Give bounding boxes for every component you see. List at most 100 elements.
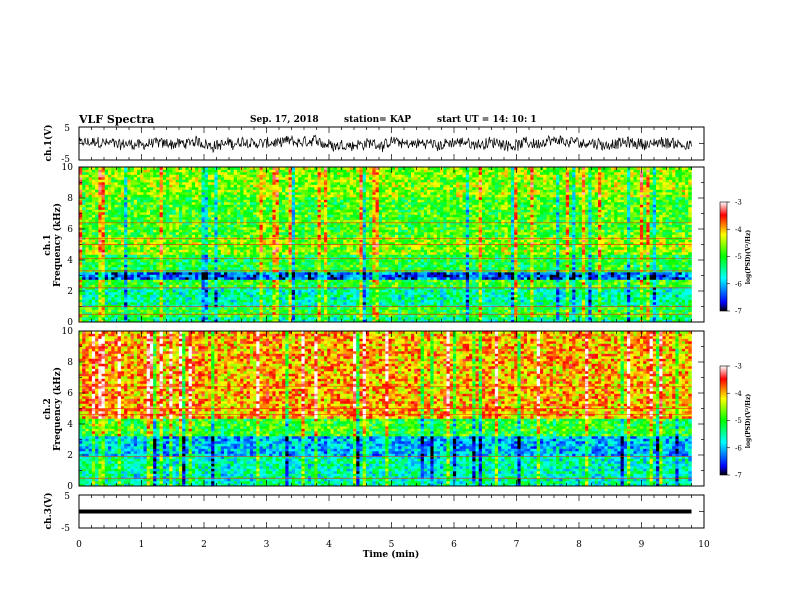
spectrogram-cell <box>153 197 157 200</box>
spectrogram-cell <box>298 292 302 295</box>
spectrogram-cell <box>162 212 167 215</box>
spectrogram-cell <box>236 259 241 263</box>
spectrogram-cell <box>120 217 125 220</box>
spectrogram-cell <box>133 179 138 183</box>
spectrogram-cell <box>104 312 109 315</box>
spectrogram-cell <box>317 224 322 228</box>
spectrogram-cell <box>185 177 189 180</box>
spectrogram-cell <box>224 247 228 250</box>
spectrogram-cell <box>298 307 302 310</box>
spectrogram-cell <box>217 282 222 285</box>
spectrogram-cell <box>317 212 322 215</box>
spectrogram-cell <box>262 299 267 303</box>
spectrogram-cell <box>230 197 235 200</box>
spectrogram-cell <box>114 202 118 205</box>
spectrogram-cell <box>243 232 247 235</box>
spectrogram-cell <box>230 264 235 268</box>
spectrogram-cell <box>101 287 106 290</box>
spectrogram-cell <box>282 199 286 203</box>
spectrogram-cell <box>153 239 157 243</box>
spectrogram-cell <box>111 187 115 190</box>
spectrogram-cell <box>294 292 299 295</box>
spectrogram-cell <box>91 199 96 203</box>
spectrogram-cell <box>327 239 331 243</box>
spectrogram-cell <box>314 302 318 305</box>
spectrogram-cell <box>220 184 225 188</box>
spectrogram-cell <box>233 192 238 195</box>
spectrogram-cell <box>217 189 222 193</box>
spectrogram-cell <box>204 229 209 233</box>
spectrogram-cell <box>98 289 102 293</box>
spectrogram-cell <box>314 319 318 323</box>
spectrogram-cell <box>120 192 125 195</box>
spectrogram-cell <box>95 172 99 175</box>
spectrogram-cell <box>146 174 151 178</box>
spectrogram-cell <box>236 217 241 220</box>
spectrogram-cell <box>227 314 231 318</box>
spectrogram-cell <box>246 207 251 210</box>
spectrogram-cell <box>324 317 328 320</box>
spectrogram-cell <box>98 219 102 223</box>
spectrogram-cell <box>188 182 193 185</box>
spectrogram-cell <box>172 227 177 230</box>
spectrogram-cell <box>243 294 247 298</box>
spectrogram-cell <box>220 289 225 293</box>
spectrogram-cell <box>259 199 264 203</box>
spectrogram-cell <box>195 314 199 318</box>
spectrogram-cell <box>311 177 315 180</box>
spectrogram-cell <box>230 177 235 180</box>
spectrogram-cell <box>178 264 183 268</box>
spectrogram-cell <box>246 287 251 290</box>
spectrogram-cell <box>185 267 189 270</box>
spectrogram-cell <box>298 194 302 198</box>
spectrogram-cell <box>214 222 218 225</box>
spectrogram-cell <box>156 212 160 215</box>
spectrogram-cell <box>156 184 160 188</box>
spectrogram-cell <box>288 194 293 198</box>
spectrogram-cell <box>294 289 299 293</box>
spectrogram-cell <box>324 254 328 258</box>
spectrogram-cell <box>311 302 315 305</box>
spectrogram-cell <box>269 292 273 295</box>
spectrogram-cell <box>104 314 109 318</box>
spectrogram-cell <box>111 227 115 230</box>
spectrogram-cell <box>198 174 202 178</box>
spectrogram-cell <box>169 167 173 170</box>
spectrogram-cell <box>304 309 309 313</box>
spectrogram-cell <box>195 292 199 295</box>
spectrogram-cell <box>137 177 141 180</box>
spectrogram-cell <box>88 279 93 283</box>
spectrogram-cell <box>146 252 151 255</box>
spectrogram-cell <box>169 197 173 200</box>
spectrogram-cell <box>124 307 128 310</box>
spectrogram-cell <box>298 302 302 305</box>
spectrogram-cell <box>195 184 199 188</box>
spectrogram-cell <box>162 187 167 190</box>
spectrogram-cell <box>217 247 222 250</box>
spectrogram-cell <box>195 177 199 180</box>
spectrogram-cell <box>301 289 305 293</box>
spectrogram-cell <box>98 264 102 268</box>
spectrogram-cell <box>211 297 215 300</box>
spectrogram-cell <box>324 244 328 248</box>
spectrogram-cell <box>127 219 131 223</box>
spectrogram-cell <box>269 177 273 180</box>
spectrogram-cell <box>278 234 283 238</box>
spectrogram-cell <box>159 304 164 308</box>
spectrogram-cell <box>166 187 170 190</box>
spectrogram-cell <box>82 194 86 198</box>
spectrogram-cell <box>320 249 325 253</box>
spectrogram-cell <box>88 207 93 210</box>
ch1-waveform-trace <box>78 134 692 154</box>
spectrogram-cell <box>317 222 322 225</box>
spectrogram-cell <box>195 287 199 290</box>
spectrogram-cell <box>278 199 283 203</box>
spectrogram-cell <box>243 262 247 265</box>
spectrogram-cell <box>185 214 189 218</box>
spectrogram-cell <box>317 169 322 173</box>
spectrogram-cell <box>207 217 212 220</box>
spectrogram-cell <box>217 172 222 175</box>
spectrogram-cell <box>175 262 180 265</box>
spectrogram-cell <box>172 182 177 185</box>
spectrogram-cell <box>265 189 270 193</box>
